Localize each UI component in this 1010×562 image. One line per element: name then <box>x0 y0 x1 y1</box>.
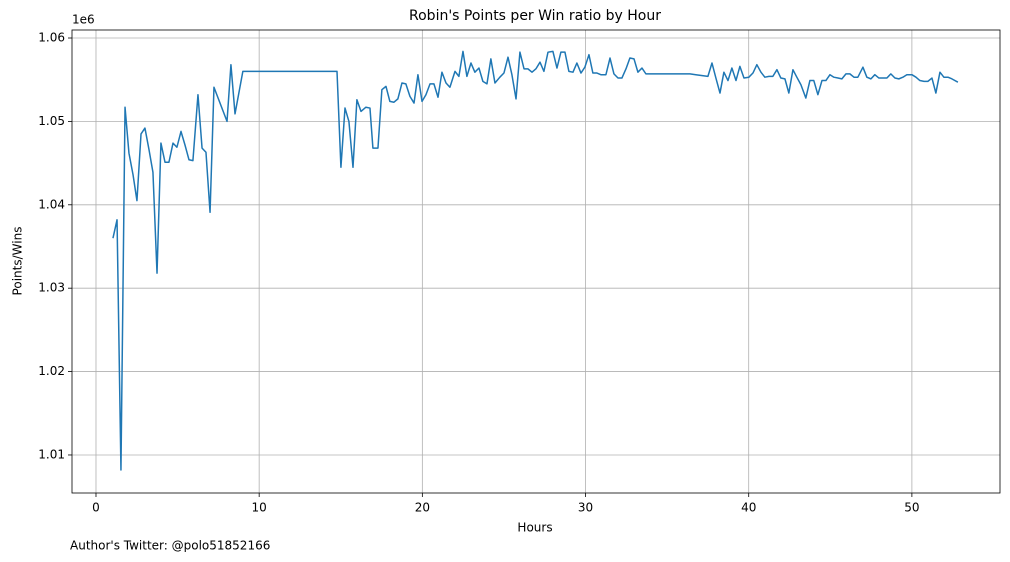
x-tick-label: 10 <box>252 501 267 515</box>
data-line <box>112 50 959 471</box>
x-tick-label: 40 <box>741 501 756 515</box>
y-tick-label: 1.04 <box>38 197 65 211</box>
x-tick-label: 20 <box>415 501 430 515</box>
y-axis-label: Points/Wins <box>11 227 25 296</box>
y-offset-label: 1e6 <box>72 13 95 27</box>
x-tick-label: 50 <box>904 501 919 515</box>
y-tick-label: 1.01 <box>38 447 65 461</box>
y-tick-label: 1.03 <box>38 281 65 295</box>
y-tick-label: 1.06 <box>38 31 65 45</box>
x-tick-label: 30 <box>578 501 593 515</box>
plot-frame <box>71 29 1001 494</box>
x-axis-label: Hours <box>517 521 552 535</box>
footnote: Author's Twitter: @polo51852166 <box>70 539 270 553</box>
y-tick-label: 1.02 <box>38 364 65 378</box>
x-tick-label: 0 <box>92 501 100 515</box>
chart-title: Robin's Points per Win ratio by Hour <box>409 8 661 24</box>
y-tick-label: 1.05 <box>38 114 65 128</box>
